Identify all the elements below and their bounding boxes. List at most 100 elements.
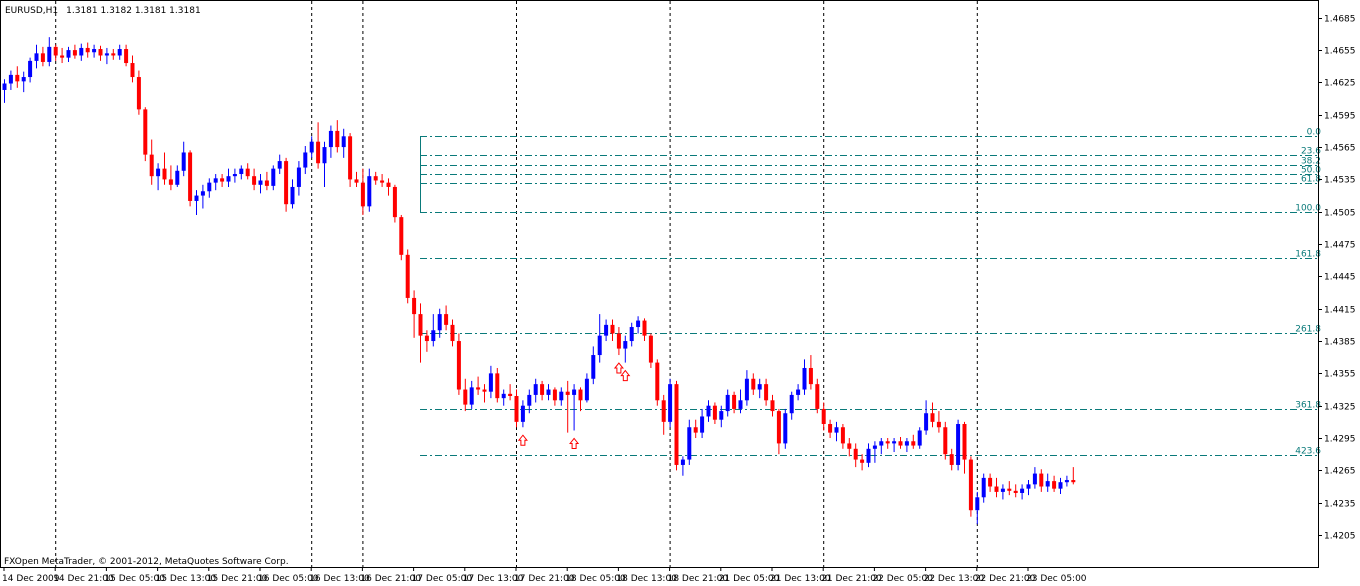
candle xyxy=(757,378,762,399)
candle xyxy=(92,44,97,58)
time-tick-label: 17 Dec 05:00 xyxy=(412,574,473,584)
candle xyxy=(162,152,167,185)
candle-body xyxy=(220,178,225,182)
candle xyxy=(866,443,871,468)
candle xyxy=(104,47,109,65)
candle xyxy=(188,150,193,207)
candle-body xyxy=(527,394,532,406)
price-tick-label: 1.4445 xyxy=(1324,273,1356,283)
candle xyxy=(424,330,429,352)
candle xyxy=(373,171,378,185)
candle-body xyxy=(488,373,493,392)
candle-body xyxy=(796,389,801,395)
candle xyxy=(252,168,257,191)
candle-body xyxy=(380,180,385,183)
candle-body xyxy=(92,49,97,53)
candle xyxy=(924,400,929,435)
price-tick-label: 1.4475 xyxy=(1324,241,1356,251)
price-tick-label: 1.4655 xyxy=(1324,47,1356,57)
candle-body xyxy=(111,53,116,56)
candle-body xyxy=(424,335,429,342)
candle-body xyxy=(1013,490,1018,493)
candle-body xyxy=(975,497,980,511)
candle xyxy=(520,400,525,428)
candle-body xyxy=(309,141,314,153)
candle-body xyxy=(501,393,506,399)
candle-body xyxy=(348,136,353,180)
time-tick-label: 22 Dec 21:00 xyxy=(975,574,1036,584)
candle-body xyxy=(1026,484,1031,489)
candle xyxy=(85,42,90,58)
candle xyxy=(476,376,481,395)
candle xyxy=(821,402,826,431)
candle xyxy=(1039,469,1044,492)
candle xyxy=(444,305,449,331)
candle-body xyxy=(469,387,474,405)
candle-body xyxy=(924,413,929,431)
candle-body xyxy=(597,335,602,356)
candle xyxy=(220,174,225,187)
candle-body xyxy=(847,443,852,449)
candle-body xyxy=(264,180,269,186)
candle-body xyxy=(290,186,295,205)
candle xyxy=(911,434,916,449)
candle-body xyxy=(143,109,148,155)
up-arrow-icon xyxy=(569,437,580,449)
candle xyxy=(572,384,577,431)
fib-level-label: 50.0 xyxy=(1301,166,1321,176)
candle xyxy=(328,125,333,158)
chart-frame xyxy=(0,0,1319,568)
candle-body xyxy=(623,341,628,349)
candle xyxy=(290,179,295,209)
time-tick-label: 15 Dec 13:00 xyxy=(156,574,217,584)
candle-body xyxy=(104,53,109,56)
candle-body xyxy=(860,459,865,463)
candle-body xyxy=(373,176,378,181)
time-tick-label: 14 Dec 2009 xyxy=(2,574,60,584)
candle-body xyxy=(559,391,564,401)
candle-body xyxy=(802,367,807,390)
candle-body xyxy=(2,83,7,90)
candle xyxy=(1026,480,1031,496)
candle xyxy=(354,171,359,187)
candle xyxy=(892,438,897,453)
candle-body xyxy=(533,384,538,395)
candle xyxy=(399,214,404,261)
candle-body xyxy=(194,195,199,201)
candle xyxy=(514,389,519,428)
candle xyxy=(316,122,321,169)
candle-body xyxy=(34,53,39,61)
candle xyxy=(1052,475,1057,492)
candle xyxy=(239,165,244,180)
time-tick-label: 17 Dec 21:00 xyxy=(514,574,575,584)
candle-body xyxy=(341,136,346,148)
candle-body xyxy=(284,161,289,205)
candle-body xyxy=(520,405,525,422)
candle xyxy=(226,168,231,187)
price-tick-label: 1.4355 xyxy=(1324,370,1356,380)
candle xyxy=(988,473,993,492)
candle xyxy=(693,419,698,439)
up-arrow-icon xyxy=(613,362,624,374)
candle-body xyxy=(322,147,327,164)
candle-body xyxy=(636,320,641,328)
candle-body xyxy=(706,405,711,417)
time-tick-label: 15 Dec 21:00 xyxy=(207,574,268,584)
candle-body xyxy=(21,77,26,82)
candle-body xyxy=(316,141,321,164)
candle-body xyxy=(1007,488,1012,491)
copyright-label: FXOpen MetaTrader, © 2001-2012, MetaQuot… xyxy=(4,557,289,567)
candle xyxy=(879,438,884,455)
candle xyxy=(636,316,641,334)
candle-body xyxy=(789,394,794,414)
candle xyxy=(885,438,890,449)
candlestick-series xyxy=(2,37,1076,525)
candle-body xyxy=(738,400,743,409)
candle xyxy=(53,44,58,61)
candle xyxy=(450,319,455,347)
candle-body xyxy=(898,441,903,446)
candle xyxy=(828,419,833,439)
candle-body xyxy=(162,168,167,180)
